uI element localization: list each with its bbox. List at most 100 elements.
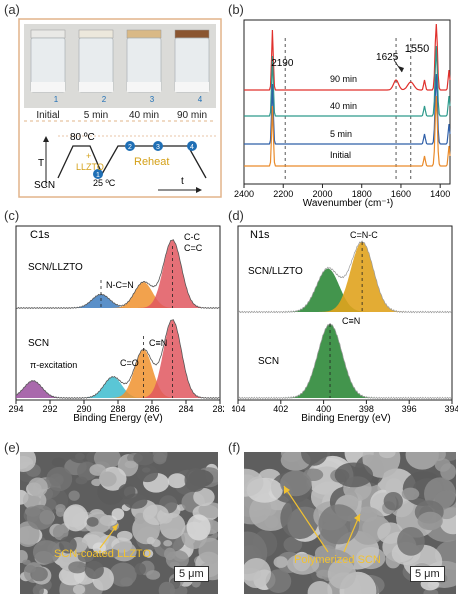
sem-grain xyxy=(27,477,48,497)
panel-label-d: (d) xyxy=(228,208,244,223)
sem-grain xyxy=(280,496,320,540)
vial-cap-1 xyxy=(30,29,66,39)
sem-texture-f xyxy=(244,452,456,594)
x-tick-label: 284 xyxy=(178,404,193,414)
x-tick-label: 394 xyxy=(444,404,458,414)
vial-cap-2 xyxy=(78,29,114,39)
sem-grain xyxy=(163,540,173,547)
sem-grain xyxy=(434,458,451,472)
sem-grain xyxy=(86,516,99,527)
vial-number-3: 3 xyxy=(150,95,155,104)
sem-grain xyxy=(146,570,161,580)
vials-group xyxy=(30,29,210,93)
sem-grain xyxy=(118,483,136,499)
sem-grain xyxy=(417,511,443,531)
series-label-2: 5 min xyxy=(330,129,352,139)
n1s-bottom-component-0 xyxy=(238,324,452,398)
vial-bottom-1 xyxy=(31,82,65,92)
sem-grain xyxy=(84,560,104,580)
x-tick-label: 1600 xyxy=(391,189,411,199)
y-axis-arrow xyxy=(43,136,49,142)
x-tick-label: 290 xyxy=(76,404,91,414)
x-tick-label: 292 xyxy=(42,404,57,414)
sem-grain xyxy=(401,487,420,501)
sem-f-label: Polymerized SCN xyxy=(294,554,381,566)
sem-grain xyxy=(32,584,44,594)
vial-bottom-4 xyxy=(175,82,209,92)
vial-bottom-3 xyxy=(127,82,161,92)
x-tick-label: 400 xyxy=(316,404,331,414)
peak-label-cn: C≡N xyxy=(149,338,167,348)
process-marker-num-3: 3 xyxy=(156,144,160,151)
peak-label-cn: C≡N xyxy=(342,316,360,326)
sem-grain xyxy=(55,504,66,513)
vial-label-2: 5 min xyxy=(84,110,108,121)
x-tick-label: 396 xyxy=(402,404,417,414)
sem-grain xyxy=(75,476,88,485)
c1s-bottom-component-3 xyxy=(16,320,220,398)
x-tick-label: 398 xyxy=(359,404,374,414)
sem-grain xyxy=(244,558,272,589)
process-marker-num-2: 2 xyxy=(128,144,132,151)
panel-d-chart: 404 402 400 398 396 394 N1s SCN/LLZTO SCN C=N… xyxy=(232,225,458,424)
x-tick-label: 282 xyxy=(212,404,224,414)
annotation-1625: 1625 xyxy=(376,52,399,63)
x-tick-label: 286 xyxy=(144,404,159,414)
sem-texture-e xyxy=(20,452,218,594)
start-label: SCN xyxy=(34,180,55,191)
sem-grain xyxy=(383,491,403,511)
sem-grain xyxy=(49,473,64,487)
sem-grain xyxy=(265,569,292,594)
panel-label-b: (b) xyxy=(228,2,244,17)
sem-grain xyxy=(273,556,288,568)
vial-number-2: 2 xyxy=(102,95,107,104)
sem-f-arrowhead-right xyxy=(354,514,360,522)
sem-grain xyxy=(280,452,303,463)
y-axis-label: T xyxy=(38,158,44,169)
annotation-1550: 1550 xyxy=(405,43,429,55)
sem-grain xyxy=(51,457,66,467)
x-tick-label: 288 xyxy=(110,404,125,414)
sem-grain xyxy=(159,513,186,540)
sem-grain xyxy=(141,467,151,473)
peak-label-ncn: N-C=N xyxy=(106,280,134,290)
x-tick-label: 2000 xyxy=(312,189,332,199)
additive-llzto: LLZTO xyxy=(76,162,104,172)
sem-grain xyxy=(184,468,207,492)
sem-grain xyxy=(397,526,425,556)
ftir-series-3 xyxy=(244,95,451,167)
annotation-2190: 2190 xyxy=(271,58,294,69)
c1s-title: C1s xyxy=(30,229,50,241)
x-axis-label: t xyxy=(181,176,184,187)
x-tick-label: 402 xyxy=(273,404,288,414)
panel-b-chart: 2400 2200 2000 1800 1600 1400 90 min 40 min 5 m… xyxy=(234,19,451,208)
temp-high-label: 80 ºC xyxy=(70,132,95,143)
sem-grain xyxy=(116,530,133,542)
x-tick-label: 2200 xyxy=(273,189,293,199)
sem-grain xyxy=(68,490,80,501)
x-axis-arrow xyxy=(196,187,202,193)
sem-e-arrowhead xyxy=(112,524,118,531)
sem-grain xyxy=(63,504,89,532)
sem-grain xyxy=(105,548,120,558)
sem-grain xyxy=(98,471,117,487)
process-marker-num-1: 1 xyxy=(96,172,100,179)
panel-a-figure: 1 Initial 2 5 min 3 40 min 4 90 min 1 2 3 4 T t 80… xyxy=(18,18,222,198)
sem-grain xyxy=(244,468,264,497)
vial-label-3: 40 min xyxy=(129,110,159,121)
sem-image-e: SCN-coated LLZTO 5 μm xyxy=(20,452,218,594)
series-label-3: Initial xyxy=(330,150,351,160)
sem-grain xyxy=(22,559,31,565)
sem-grain xyxy=(301,452,328,466)
sem-grain xyxy=(318,504,360,545)
n1s-top-raw xyxy=(238,240,452,314)
sem-grain xyxy=(405,452,439,470)
n1s-bottom-sample: SCN xyxy=(258,356,279,367)
sem-grain xyxy=(77,551,94,563)
ftir-series-2 xyxy=(244,73,451,145)
scale-bar-f: 5 μm xyxy=(410,566,445,582)
sem-grain xyxy=(111,508,125,521)
x-tick-label: 404 xyxy=(232,404,246,414)
sem-grain xyxy=(74,452,85,461)
sem-grain xyxy=(32,540,61,564)
